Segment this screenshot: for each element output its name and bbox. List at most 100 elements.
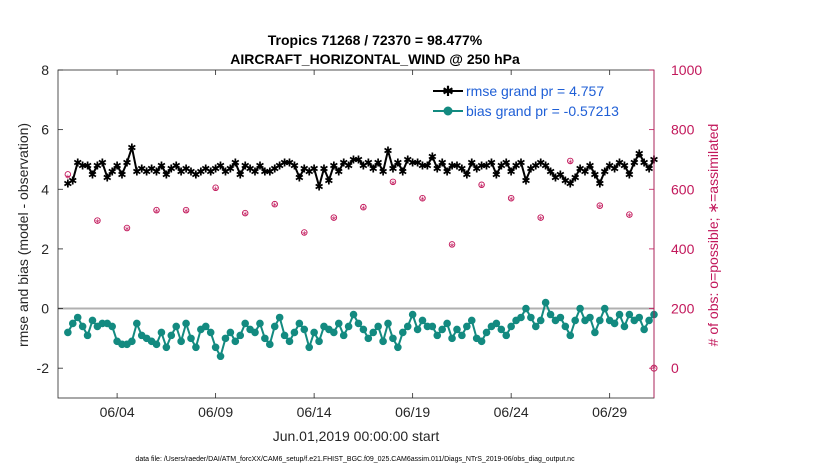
series-lines: ✱✱✱✱✱✱✱✱✱✱✱✱✱✱✱✱✱✱✱✱✱✱✱✱✱✱✱✱✱✱✱✱✱✱✱✱✱✱✱✱… <box>63 142 659 361</box>
y-left-tick-label: 6 <box>41 122 49 138</box>
bias-data-point <box>251 328 259 337</box>
obs-possible-marker <box>212 184 219 192</box>
x-tick-label: 06/14 <box>297 404 332 420</box>
bias-data-point <box>64 328 72 337</box>
bias-data-point <box>541 298 550 307</box>
obs-possible-marker <box>123 224 131 232</box>
y-axis-label-right: # of obs: o=possible; ∗=assimilated <box>705 124 721 347</box>
obs-assimilated-marker: * <box>509 196 514 207</box>
rmse-data-point: ✱ <box>63 177 72 190</box>
bias-data-point <box>576 304 584 313</box>
rmse-data-point: ✱ <box>457 162 466 175</box>
rmse-data-point: ✱ <box>354 153 363 166</box>
bias-data-point <box>428 322 437 331</box>
rmse-data-point: ✱ <box>526 162 535 175</box>
y-left-tick-label: -2 <box>37 360 50 376</box>
rmse-data-point: ✱ <box>516 156 525 169</box>
obs-possible-marker <box>389 178 397 186</box>
bias-data-point <box>600 304 609 313</box>
bias-data-point <box>280 331 289 340</box>
rmse-data-point: ✱ <box>290 159 299 172</box>
bias-data-point <box>517 313 525 322</box>
obs-assimilated-marker: * <box>154 208 159 219</box>
rmse-data-point: ✱ <box>423 159 432 172</box>
rmse-data-point: ✱ <box>413 156 422 169</box>
rmse-data-point: ✱ <box>250 165 259 178</box>
bias-data-point <box>645 316 653 325</box>
rmse-data-point: ✱ <box>93 159 102 172</box>
rmse-data-point: ✱ <box>536 156 545 169</box>
rmse-data-point: ✱ <box>152 165 161 178</box>
rmse-data-point: ✱ <box>260 165 269 178</box>
rmse-data-point: ✱ <box>305 165 314 178</box>
legend: ✱ rmse grand pr = 4.757 bias grand pr = … <box>428 77 653 122</box>
obs-assimilated-marker: * <box>450 242 455 253</box>
y-right-tick-label: 200 <box>671 301 695 317</box>
rmse-data-point: ✱ <box>83 159 92 172</box>
obs-assimilated-marker: * <box>184 208 189 219</box>
obs-assimilated-marker: * <box>538 215 543 226</box>
rmse-data-point: ✱ <box>142 165 151 178</box>
rmse-data-point: ✱ <box>630 156 639 169</box>
bias-data-point <box>162 343 171 352</box>
rmse-data-point: ✱ <box>625 168 634 181</box>
rmse-data-point: ✱ <box>191 168 200 181</box>
bias-data-point <box>177 337 185 346</box>
bias-data-point <box>128 337 136 346</box>
rmse-data-point: ✱ <box>211 162 220 175</box>
bias-data-point <box>88 316 97 325</box>
bias-data-point <box>463 322 471 331</box>
bias-data-point <box>369 328 378 337</box>
rmse-data-point: ✱ <box>216 159 225 172</box>
rmse-data-point: ✱ <box>497 159 506 172</box>
chart-title-line1: Tropics 71268 / 72370 = 98.477% <box>268 32 483 48</box>
rmse-data-point: ✱ <box>566 177 575 190</box>
obs-possible-marker <box>626 211 633 218</box>
x-tick-label: 06/19 <box>395 404 430 420</box>
obs-assimilated-marker: * <box>420 196 425 207</box>
obs-assimilated-marker: * <box>331 215 336 226</box>
y-right-tick-label: 1000 <box>671 62 702 78</box>
rmse-data-point: ✱ <box>571 171 580 184</box>
rmse-data-point: ✱ <box>98 156 107 169</box>
rmse-data-point: ✱ <box>605 159 614 172</box>
obs-assimilated-marker: * <box>65 173 70 184</box>
y-left-tick-label: 2 <box>41 241 49 257</box>
axes: -2 0 2 4 6 8 0 200 400 600 800 1000 06/04 06/09 06/14 0… <box>37 62 703 420</box>
bias-data-point <box>640 325 648 334</box>
rmse-data-point: ✱ <box>68 174 77 187</box>
rmse-data-point: ✱ <box>620 159 629 172</box>
bias-data-point <box>349 310 358 319</box>
x-tick-label: 06/04 <box>100 404 135 420</box>
bias-data-point <box>379 337 387 346</box>
rmse-data-point: ✱ <box>610 162 619 175</box>
rmse-data-point: ✱ <box>157 159 166 172</box>
rmse-data-point: ✱ <box>443 165 452 178</box>
bias-data-point <box>389 334 397 343</box>
obs-assimilated-marker: * <box>627 212 632 223</box>
bias-data-point <box>433 331 442 340</box>
bias-data-point <box>68 319 77 328</box>
legend-box <box>428 77 653 122</box>
obs-possible-marker <box>153 206 160 214</box>
bias-data-point <box>221 334 230 343</box>
bias-data-point <box>261 334 269 343</box>
data-file-footnote: data file: /Users/raeder/DAI/ATM_forcXX/… <box>135 456 575 463</box>
bias-data-point <box>502 331 511 340</box>
bias-data-point <box>615 310 624 319</box>
bias-data-point <box>334 319 343 328</box>
rmse-data-point: ✱ <box>511 159 520 172</box>
rmse-data-point: ✱ <box>551 171 560 184</box>
rmse-data-point: ✱ <box>585 159 594 172</box>
rmse-data-point: ✱ <box>329 159 338 172</box>
rmse-data-point: ✱ <box>378 165 387 178</box>
rmse-data-point: ✱ <box>644 162 653 175</box>
obs-possible-marker <box>64 171 72 178</box>
bias-data-point <box>83 331 92 340</box>
rmse-data-point: ✱ <box>393 156 402 169</box>
bias-data-point <box>226 328 235 337</box>
bias-data-point <box>438 325 446 334</box>
rmse-data-point: ✱ <box>388 162 397 175</box>
rmse-data-point: ✱ <box>364 156 373 169</box>
rmse-data-point: ✱ <box>275 159 284 172</box>
